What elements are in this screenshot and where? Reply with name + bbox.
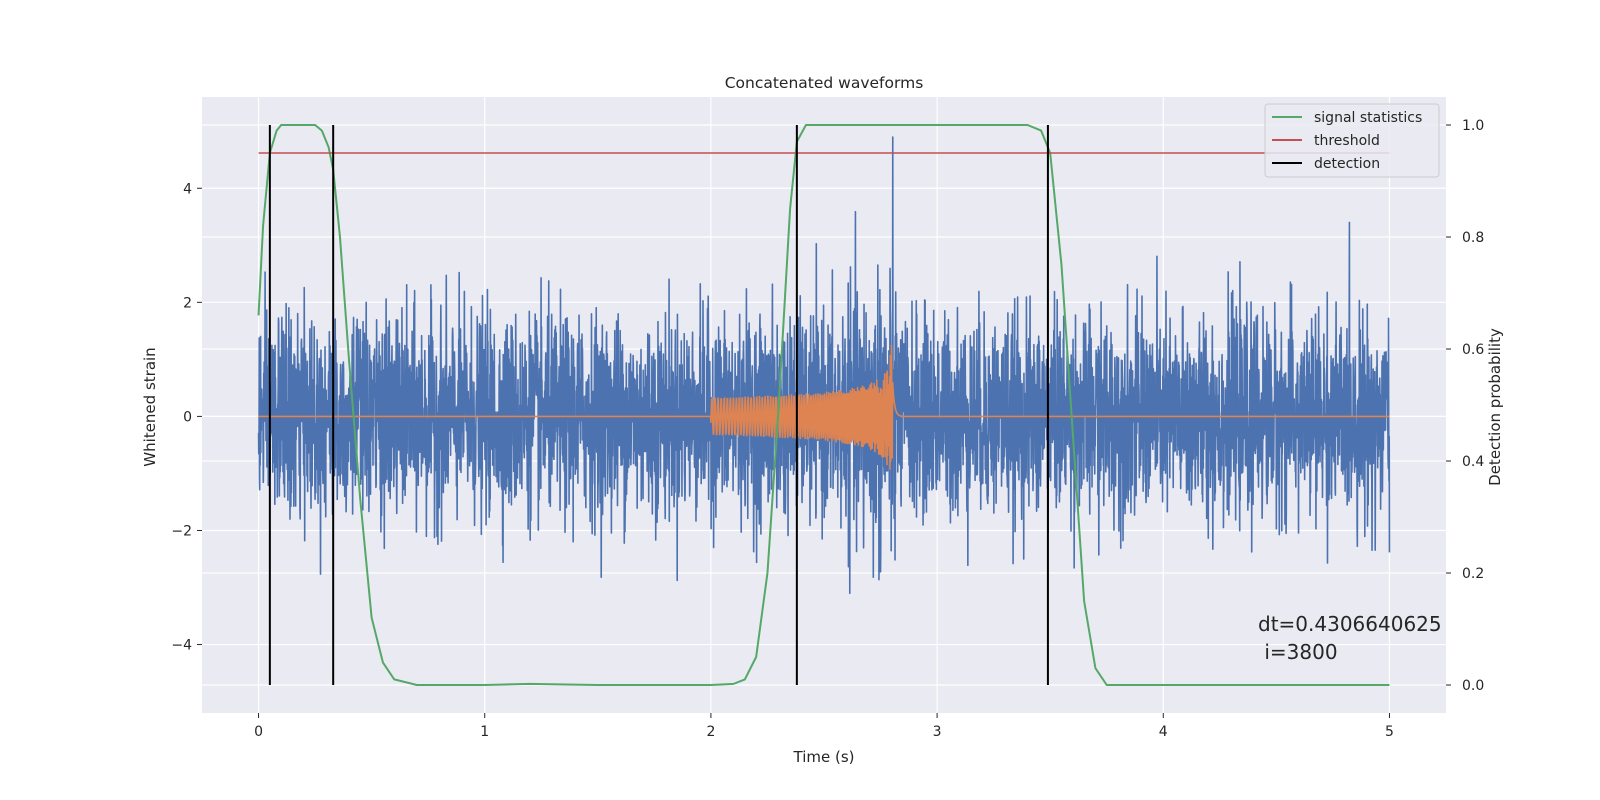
y-tick-label: −4 xyxy=(171,638,192,654)
x-tick-label: 4 xyxy=(1159,724,1168,740)
y-tick-label: 0 xyxy=(183,409,192,425)
statistics-line xyxy=(257,124,1390,686)
x-tick-label: 0 xyxy=(254,724,263,740)
legend-label-detection: detection xyxy=(1314,156,1380,172)
y2-axis-label: Detection probability xyxy=(1486,328,1504,486)
y2-tick-label: 0.6 xyxy=(1462,342,1484,358)
x-tick-label: 5 xyxy=(1385,724,1394,740)
chart-title: Concatenated waveforms xyxy=(725,74,924,92)
y2-tick-label: 1.0 xyxy=(1462,118,1484,134)
x-tick-label: 2 xyxy=(706,724,715,740)
y2-tick-label: 0.0 xyxy=(1462,678,1484,694)
y2-tick-label: 0.4 xyxy=(1462,454,1484,470)
legend-box xyxy=(1264,103,1440,178)
legend-label-statistics: signal statistics xyxy=(1314,110,1422,126)
legend-label-threshold: threshold xyxy=(1314,133,1380,149)
y2-axis-ticks: 0.0 0.2 0.4 0.6 0.8 1.0 xyxy=(1446,118,1484,694)
y2-tick-label: 0.2 xyxy=(1462,566,1484,582)
x-axis-label: Time (s) xyxy=(793,748,855,766)
legend: signal statistics threshold detection xyxy=(1264,103,1440,178)
x-tick-label: 1 xyxy=(480,724,489,740)
waveform-series xyxy=(258,344,1390,470)
annotation-dt: dt=0.4306640625 xyxy=(1258,612,1442,636)
waveform-line xyxy=(258,344,1390,470)
y-tick-label: 4 xyxy=(183,181,192,197)
x-tick-label: 3 xyxy=(933,724,942,740)
x-axis-ticks: 0 1 2 3 4 5 xyxy=(254,713,1394,740)
y-tick-label: 2 xyxy=(183,295,192,311)
y-axis-ticks: −4 −2 0 2 4 xyxy=(171,181,202,654)
y-axis-label: Whitened strain xyxy=(141,347,159,466)
y2-tick-label: 0.8 xyxy=(1462,230,1484,246)
detection-series xyxy=(268,125,1049,685)
statistics-series xyxy=(257,124,1390,686)
y-tick-label: −2 xyxy=(171,523,192,539)
annotation-i: i=3800 xyxy=(1258,640,1338,664)
